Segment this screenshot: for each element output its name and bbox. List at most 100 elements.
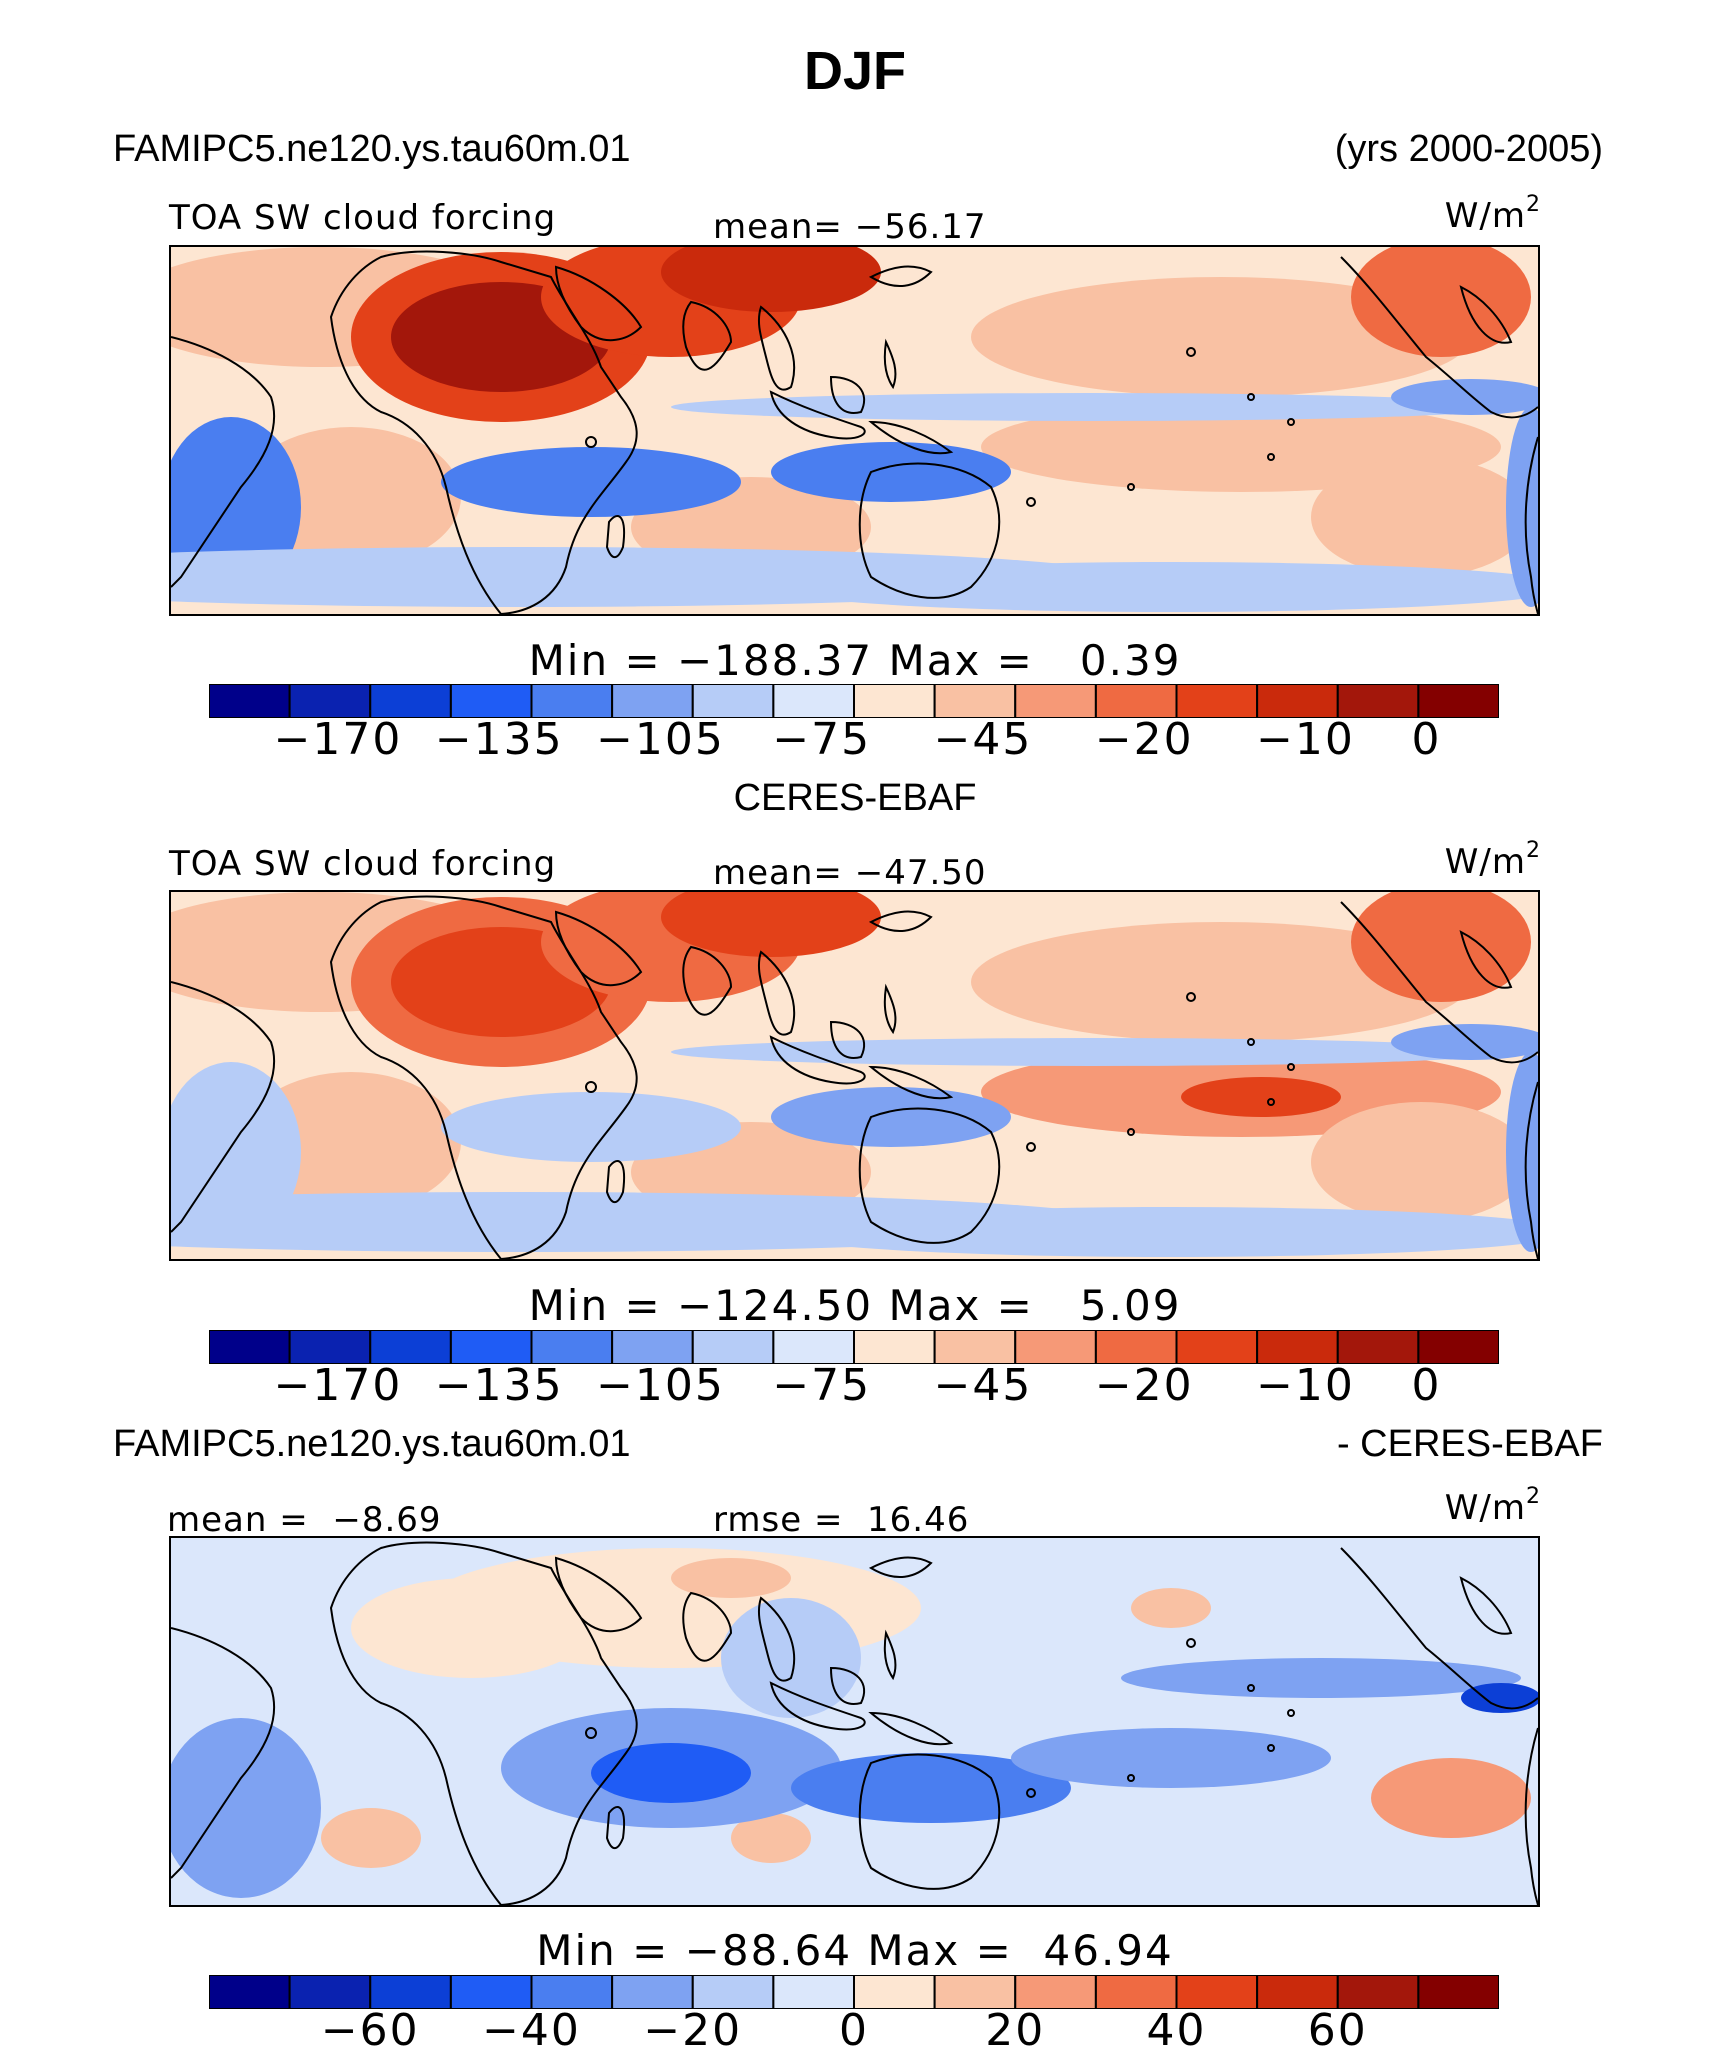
- field-contour: [441, 447, 741, 517]
- colorbar-swatch: [853, 1330, 936, 1364]
- page-title: DJF: [803, 41, 906, 101]
- colorbar-swatch: [933, 1330, 1017, 1364]
- colorbar-tick-label: −20: [643, 2005, 743, 2056]
- colorbar-swatch: [449, 1975, 533, 2009]
- coastline: [171, 336, 276, 588]
- coastline: [858, 1753, 1001, 1890]
- field-contour: [321, 1808, 421, 1868]
- colorbar-swatch: [933, 1975, 1017, 2009]
- coastline: [769, 1681, 866, 1731]
- coastline: [1340, 256, 1538, 419]
- colorbar-swatch: [1417, 684, 1499, 718]
- colorbar-tick-label: −45: [933, 714, 1033, 765]
- colorbar-swatch: [1175, 1330, 1259, 1364]
- colorbar-tick-label: 0: [1411, 1360, 1442, 1411]
- coastline: [605, 515, 625, 559]
- colorbar-swatch: [530, 1975, 614, 2009]
- colorbar-swatch: [1336, 1330, 1420, 1364]
- colorbar-swatch: [288, 1975, 372, 2009]
- colorbar-swatch: [369, 1330, 452, 1364]
- field-contour: [971, 922, 1471, 1042]
- field-contour: [731, 1813, 811, 1863]
- colorbar-swatch: [853, 1975, 936, 2009]
- field-contour: [1506, 1052, 1538, 1252]
- colorbar-tick-label: −40: [482, 2005, 581, 2056]
- colorbar-swatch: [449, 1330, 533, 1364]
- coastline: [1127, 483, 1135, 491]
- colorbar-swatch: [1256, 684, 1339, 718]
- coastline: [1247, 1684, 1255, 1692]
- field-contour: [1371, 1758, 1531, 1838]
- colorbar-swatch: [1417, 1330, 1499, 1364]
- coastline: [769, 390, 866, 440]
- colorbar-swatch: [1256, 1330, 1339, 1364]
- colorbar-tick-label: −170: [273, 1360, 403, 1411]
- panel1-colorbar: [209, 684, 1499, 718]
- coastline: [1459, 285, 1513, 344]
- colorbar-swatch: [209, 1975, 291, 2009]
- coastline: [1267, 1098, 1275, 1106]
- field-contour: [1011, 1728, 1331, 1788]
- colorbar-swatch: [691, 1330, 775, 1364]
- panel1-minmax: Min = −188.37 Max = 0.39: [528, 636, 1182, 685]
- coastline: [1524, 1081, 1538, 1259]
- colorbar-swatch: [611, 684, 694, 718]
- panel3-colorbar-ticks: −60 −40 −20 0 20 40 60: [0, 2005, 1710, 2065]
- colorbar-swatch: [369, 684, 452, 718]
- field-contour: [671, 393, 1511, 421]
- colorbar-swatch: [691, 1975, 775, 2009]
- colorbar-tick-label: 0: [839, 2005, 869, 2056]
- field-contour: [1121, 1658, 1521, 1698]
- colorbar-tick-label: 0: [1411, 714, 1442, 765]
- coastline: [1026, 497, 1036, 507]
- panel2-colorbar: [209, 1330, 1499, 1364]
- colorbar-swatch: [1336, 684, 1420, 718]
- field-contour: [1351, 892, 1531, 1002]
- coastline: [1186, 992, 1196, 1002]
- coastline: [1247, 393, 1255, 401]
- panel1-colorbar-ticks: −170 −135 −105 −75 −45 −20 −10 0: [0, 714, 1710, 774]
- field-contour: [1391, 379, 1538, 415]
- colorbar-swatch: [1256, 1975, 1339, 2009]
- panel2-mean-label: mean= −47.50: [713, 853, 987, 893]
- colorbar-swatch: [1014, 1975, 1097, 2009]
- coastline: [757, 305, 796, 391]
- panel2-variable-label: TOA SW cloud forcing: [169, 844, 557, 884]
- coastline: [883, 983, 897, 1035]
- panel1-right-header: (yrs 2000-2005): [1334, 128, 1603, 170]
- coastline: [868, 910, 933, 933]
- field-contour: [671, 1038, 1511, 1066]
- coastline: [1026, 1788, 1036, 1798]
- panel3-right-header: - CERES-EBAF: [1336, 1423, 1603, 1465]
- field-contour: [671, 1558, 791, 1598]
- colorbar-swatch: [772, 684, 855, 718]
- coastline: [682, 1591, 733, 1662]
- colorbar-swatch: [691, 684, 775, 718]
- field-contour: [1506, 407, 1538, 607]
- colorbar-swatch: [1014, 1330, 1097, 1364]
- coastline: [1524, 436, 1538, 614]
- coastline: [682, 945, 733, 1016]
- field-contour: [771, 1207, 1538, 1257]
- field-contour: [771, 442, 1011, 502]
- coastline: [868, 265, 933, 288]
- coastline: [1287, 1709, 1295, 1717]
- coastline: [554, 1556, 643, 1633]
- panel2-minmax: Min = −124.50 Max = 5.09: [528, 1281, 1182, 1330]
- colorbar-swatch: [1094, 1975, 1178, 2009]
- colorbar-swatch: [288, 684, 372, 718]
- field-contour: [171, 1718, 321, 1898]
- colorbar-tick-label: −170: [273, 714, 403, 765]
- coastline: [585, 436, 597, 448]
- panel1-units: W/m2: [1444, 192, 1541, 236]
- colorbar-swatch: [449, 684, 533, 718]
- panel1-variable-label: TOA SW cloud forcing: [169, 198, 557, 238]
- panel3-left-header: FAMIPC5.ne120.ys.tau60m.01: [113, 1423, 631, 1465]
- coastline: [1340, 1547, 1538, 1710]
- colorbar-swatch: [209, 684, 291, 718]
- coastline: [858, 462, 1001, 599]
- coastline: [1186, 1638, 1196, 1648]
- colorbar-swatch: [288, 1330, 372, 1364]
- colorbar-swatch: [1336, 1975, 1420, 2009]
- panel3-colorbar: [209, 1975, 1499, 2009]
